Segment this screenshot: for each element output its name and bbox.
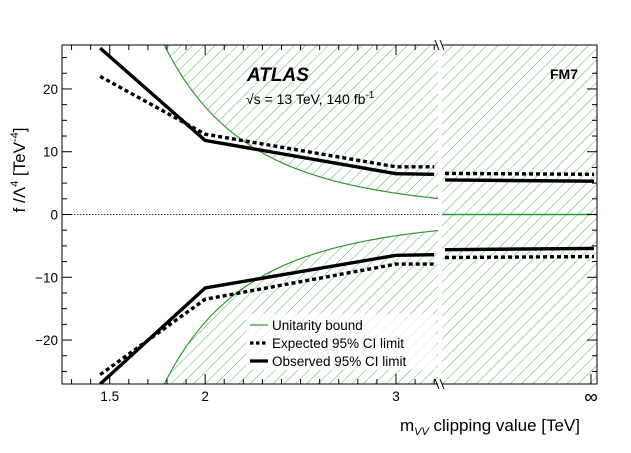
y-tick-label: 0 <box>50 208 58 223</box>
legend-label-expected: Expected 95% CI limit <box>272 336 404 351</box>
axis-break-marker-bottom <box>434 378 445 390</box>
line-upper-expected <box>99 74 435 169</box>
x-axis-ticks: 1.5 2 3 ∞ <box>71 45 598 408</box>
unitarity-bound-curve <box>163 45 438 384</box>
inf-upper-expected <box>444 171 595 177</box>
y-tick-label: −20 <box>35 333 58 348</box>
unitarity-curve-lower <box>163 229 438 384</box>
legend: Unitarity bound Expected 95% CI limit Ob… <box>246 314 436 370</box>
series-infinity-expected <box>444 171 595 260</box>
x-axis-title: mVV clipping value [TeV] <box>400 416 580 438</box>
y-tick-label: −10 <box>35 270 58 285</box>
x-tick-label: 2 <box>201 389 209 404</box>
line-lower-expected <box>99 262 435 376</box>
series-expected <box>99 74 435 376</box>
limit-series <box>99 46 595 384</box>
line-upper-observed <box>99 46 435 177</box>
panel-label: FM7 <box>550 66 578 82</box>
atlas-title: ATLAS <box>246 65 309 86</box>
legend-label-unitarity: Unitarity bound <box>272 318 363 333</box>
inf-lower-observed <box>444 246 595 252</box>
inf-lower-expected <box>444 254 595 260</box>
inf-upper-observed <box>444 178 595 183</box>
hatch-region-upper <box>164 45 438 199</box>
axis-break-gap <box>438 40 442 390</box>
x-tick-label: 3 <box>392 389 400 404</box>
legend-background <box>246 314 436 370</box>
unitarity-curve-upper <box>163 45 438 200</box>
y-axis-title: f /Λ4 [TeV-4] <box>9 128 29 213</box>
x-infinity-label: ∞ <box>584 387 598 408</box>
axis-break-marker-top <box>434 39 445 51</box>
series-infinity-observed <box>444 178 595 252</box>
legend-label-observed: Observed 95% CI limit <box>272 354 407 369</box>
y-tick-label: 10 <box>43 145 58 160</box>
energy-label: √s = 13 TeV, 140 fb-1 <box>246 90 375 107</box>
y-tick-label: 20 <box>43 82 58 97</box>
x-tick-label: 1.5 <box>100 389 119 404</box>
y-axis-ticks: 20 10 0 −10 −20 <box>35 57 597 372</box>
